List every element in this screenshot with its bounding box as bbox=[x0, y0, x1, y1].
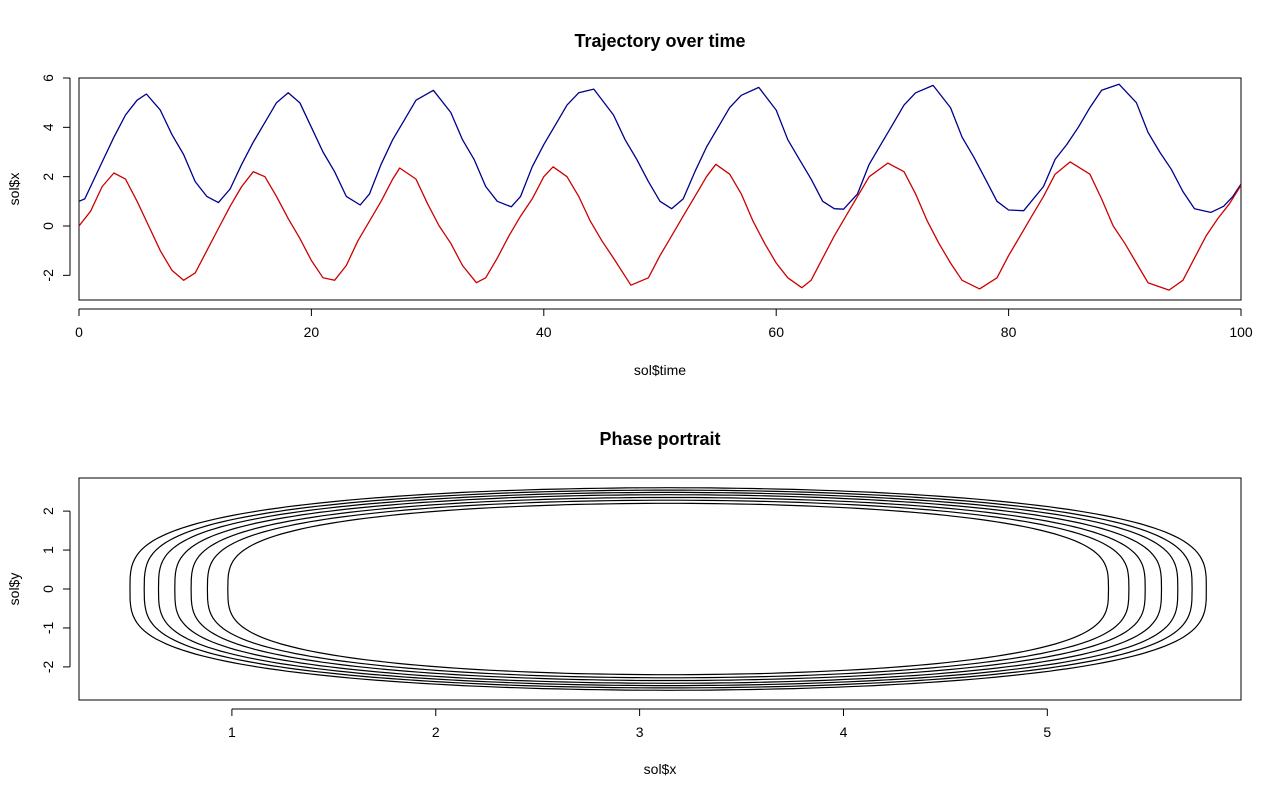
series-line-1 bbox=[78, 161, 1242, 291]
plot-frame bbox=[78, 77, 1242, 301]
x-tick-label: 0 bbox=[75, 324, 83, 340]
x-axis-label: sol$time bbox=[634, 362, 686, 378]
y-tick-label: 0 bbox=[40, 222, 56, 230]
phase-loop-6 bbox=[129, 487, 1207, 691]
x-tick-label: 100 bbox=[1229, 324, 1253, 340]
phase-portrait-panel: Phase portrait 1 2 3 4 5 -2 -1 0 1 2 sol$x sol$y bbox=[6, 429, 1242, 777]
phase-loop-2 bbox=[190, 496, 1146, 682]
y-tick-label: -2 bbox=[40, 660, 56, 673]
phase-loop-1 bbox=[206, 499, 1130, 679]
x-tick-label: 4 bbox=[840, 724, 848, 740]
series-line-0 bbox=[78, 83, 1242, 214]
chart-title: Phase portrait bbox=[599, 429, 720, 449]
phase-loop-0 bbox=[227, 502, 1110, 676]
phase-loop-4 bbox=[157, 491, 1179, 687]
y-axis-label: sol$y bbox=[6, 573, 22, 606]
plot-frame bbox=[78, 477, 1242, 701]
x-tick-label: 2 bbox=[432, 724, 440, 740]
phase-loop-5 bbox=[143, 489, 1193, 689]
y-tick-label: 4 bbox=[40, 123, 56, 131]
x-tick-label: 1 bbox=[228, 724, 236, 740]
x-tick-label: 5 bbox=[1043, 724, 1051, 740]
x-tick-label: 60 bbox=[768, 324, 784, 340]
y-tick-label: 6 bbox=[40, 74, 56, 82]
x-tick-label: 80 bbox=[1001, 324, 1017, 340]
x-tick-label: 40 bbox=[536, 324, 552, 340]
x-axis-label: sol$x bbox=[644, 761, 677, 777]
y-tick-label: 2 bbox=[40, 173, 56, 181]
y-tick-label: 2 bbox=[40, 507, 56, 515]
x-tick-label: 3 bbox=[636, 724, 644, 740]
chart-title: Trajectory over time bbox=[574, 31, 745, 51]
y-axis-label: sol$x bbox=[6, 173, 22, 206]
y-tick-label: 0 bbox=[40, 585, 56, 593]
y-tick-label: 1 bbox=[40, 546, 56, 554]
trajectory-panel: Trajectory over time 0 20 40 60 80 100 -2 0 2 4 6 so… bbox=[6, 31, 1253, 378]
y-tick-label: -1 bbox=[40, 622, 56, 635]
y-tick-label: -2 bbox=[40, 269, 56, 282]
phase-loop-3 bbox=[174, 494, 1163, 684]
x-tick-label: 20 bbox=[304, 324, 320, 340]
